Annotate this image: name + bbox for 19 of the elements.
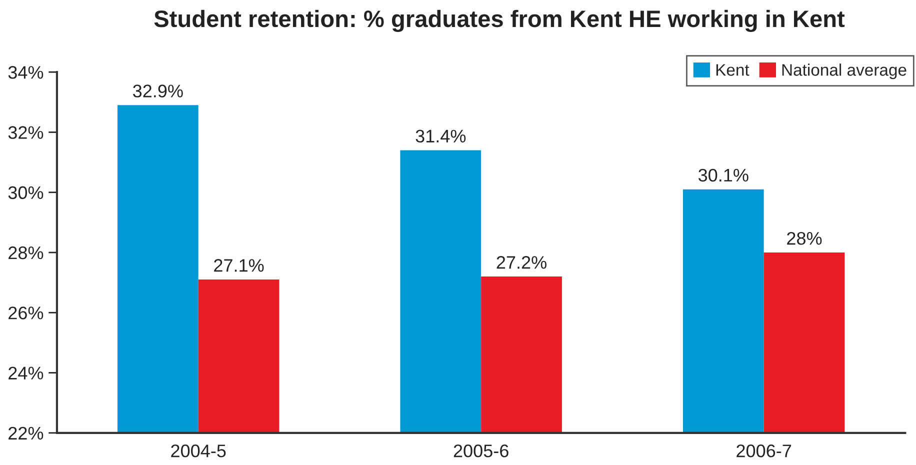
y-tick-label: 32% <box>8 126 44 139</box>
data-label: 32.9% <box>133 84 183 98</box>
legend-label: Kent <box>716 64 750 76</box>
y-tick-label: 24% <box>8 366 44 380</box>
data-label: 27.1% <box>214 259 264 272</box>
x-tick-label: 2004-5 <box>171 444 226 458</box>
data-label: 28% <box>787 232 822 245</box>
x-tick-label: 2006-7 <box>736 444 792 458</box>
y-tick-label: 28% <box>8 246 44 260</box>
chart-title: Student retention: % graduates from Kent HE working in Kent <box>154 10 845 32</box>
data-label: 27.2% <box>496 256 546 269</box>
y-tick-label: 22% <box>8 426 44 440</box>
legend-label: National average <box>782 64 906 80</box>
y-tick-label: 30% <box>8 186 44 200</box>
x-tick-label: 2005-6 <box>454 444 508 458</box>
data-label: 30.1% <box>698 168 748 182</box>
data-label: 31.4% <box>416 130 466 143</box>
y-tick-label: 34% <box>8 66 44 79</box>
y-tick-label: 26% <box>8 306 44 320</box>
